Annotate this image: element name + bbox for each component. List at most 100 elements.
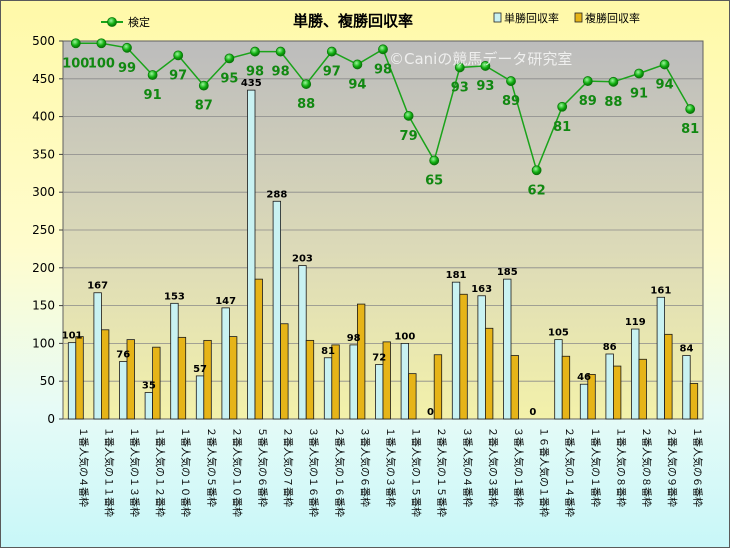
legend-line-marker: [107, 17, 117, 27]
test-point-0: [70, 38, 81, 49]
win-return-bar-7: [247, 89, 256, 420]
win-return-bar-19: [554, 339, 563, 420]
bar-series: 101 167 76 35 153 57 147 435 288 203 81 98 72 100 0 181…: [62, 78, 699, 420]
gridlines: [63, 78, 703, 382]
watermark: ©Caniの競馬データ研究室: [389, 50, 572, 68]
win-return-bar-5: [195, 375, 205, 420]
test-point-17: [506, 76, 516, 86]
x-tick-label-17: ３番人気の１番枠: [512, 427, 525, 507]
x-tick-label-1: １番人気の１１番枠: [102, 427, 115, 517]
x-axis-labels: １番人気の４番枠 １番人気の１１番枠 １番人気の１３番枠 １番人気の１２番枠 １番人気の…: [77, 427, 704, 517]
x-tick-label-18: １６番人気の１番枠: [538, 427, 551, 517]
test-label-11: 94: [348, 77, 366, 92]
y-tick-label-10: 500: [32, 34, 55, 48]
place-return-bar-19: [561, 355, 571, 420]
test-label-24: 81: [681, 122, 699, 137]
win-return-label-9: 203: [292, 254, 313, 265]
test-point-14: [429, 155, 440, 166]
place-return-bar-5: [203, 339, 212, 420]
test-point-8: [275, 46, 286, 57]
test-point-18: [531, 165, 542, 176]
x-tick-label-8: ２番人気の７番枠: [282, 427, 295, 507]
x-tick-label-14: ２番人気の１５番枠: [435, 427, 448, 517]
win-return-label-3: 35: [142, 381, 156, 392]
test-point-21: [608, 76, 619, 87]
win-return-label-23: 161: [650, 285, 671, 296]
test-point-15: [454, 62, 465, 73]
win-return-label-10: 81: [321, 346, 335, 357]
y-tick-label-0: 0: [47, 412, 55, 426]
test-label-5: 87: [195, 99, 213, 114]
place-return-bar-1: [101, 329, 110, 420]
x-tick-label-5: ２番人気の５番枠: [205, 427, 218, 507]
test-label-17: 89: [502, 94, 520, 109]
x-tick-label-13: １番人気の１５番枠: [410, 427, 423, 517]
x-tick-label-6: ２番人気の１０番枠: [230, 427, 243, 517]
place-return-bar-11: [356, 303, 366, 420]
place-return-bar-15: [459, 293, 468, 420]
x-tick-label-15: ３番人気の４番枠: [461, 427, 474, 507]
place-return-bar-3: [152, 346, 161, 420]
test-label-10: 97: [323, 65, 341, 80]
test-point-24: [685, 104, 696, 114]
test-label-8: 98: [272, 65, 290, 80]
win-return-label-12: 72: [372, 353, 386, 364]
win-return-label-2: 76: [116, 350, 130, 361]
x-tick-label-23: ２番人気の９番枠: [666, 427, 679, 507]
win-return-label-13: 100: [394, 331, 415, 342]
place-return-bar-7: [254, 278, 263, 420]
test-point-10: [326, 46, 337, 57]
win-return-label-21: 86: [603, 342, 617, 353]
win-return-bar-3: [144, 392, 154, 420]
place-return-bar-6: [228, 336, 238, 420]
y-tick-label-8: 400: [32, 110, 55, 124]
legend-bar1-item: 単勝回収率: [493, 11, 559, 25]
win-return-bar-9: [298, 265, 307, 420]
y-tick-label-2: 100: [32, 336, 55, 350]
win-return-bar-6: [221, 307, 230, 420]
test-point-2: [122, 42, 132, 53]
test-label-20: 89: [579, 94, 597, 109]
place-return-bar-4: [177, 336, 187, 420]
legend-line-item: 検定: [101, 15, 150, 29]
x-tick-label-10: ２番人気の１６番枠: [333, 427, 346, 517]
win-return-bar-10: [323, 357, 333, 420]
win-return-label-20: 46: [577, 372, 591, 383]
win-return-label-7: 435: [241, 78, 262, 89]
test-point-7: [250, 46, 260, 57]
test-label-22: 91: [630, 87, 648, 102]
y-tick-label-7: 350: [32, 147, 55, 161]
place-return-bar-16: [484, 327, 494, 420]
win-return-bar-0: [67, 342, 77, 420]
x-tick-label-16: ２番人気の３番枠: [486, 427, 499, 507]
x-tick-label-19: ２番人気の１４番枠: [563, 427, 576, 517]
test-label-23: 94: [656, 77, 674, 92]
test-label-18: 62: [528, 183, 546, 198]
test-label-7: 98: [246, 65, 264, 80]
y-tick-label-9: 450: [32, 72, 55, 86]
win-return-label-5: 57: [193, 364, 207, 375]
test-label-2: 99: [118, 61, 136, 76]
test-label-15: 93: [451, 80, 469, 95]
test-point-4: [173, 50, 184, 61]
x-tick-label-22: ２番人気の８番枠: [640, 427, 653, 507]
win-return-label-19: 105: [548, 328, 569, 339]
x-tick-label-21: １番人気の８番枠: [614, 427, 627, 507]
place-return-bar-14: [433, 354, 443, 420]
test-label-21: 88: [604, 95, 622, 110]
legend-bar1-swatch: [493, 12, 502, 23]
test-label-19: 81: [553, 120, 571, 135]
place-return-bar-23: [664, 333, 673, 420]
test-point-13: [403, 110, 414, 121]
test-label-1: 100: [88, 56, 115, 71]
win-return-label-24: 84: [679, 343, 693, 354]
place-return-bar-21: [613, 365, 622, 420]
test-label-12: 98: [374, 62, 392, 77]
win-return-bar-16: [477, 295, 486, 420]
x-tick-label-11: ３番人気の６番枠: [358, 427, 371, 507]
y-tick-label-1: 50: [40, 374, 55, 388]
x-tick-label-20: １番人気の１番枠: [589, 427, 602, 507]
win-return-bar-8: [272, 200, 282, 420]
